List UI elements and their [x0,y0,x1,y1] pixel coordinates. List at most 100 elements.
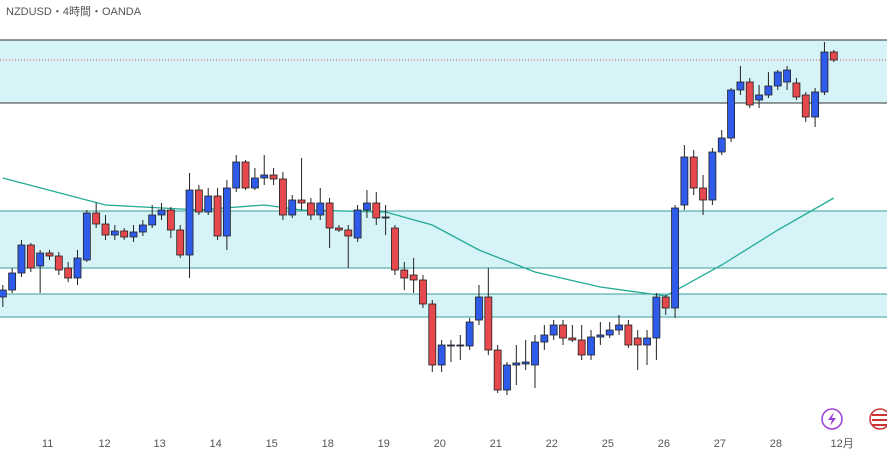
candle-body [456,344,465,347]
candle-body [615,324,623,331]
candle-body [297,199,306,204]
icons [821,408,887,430]
x-tick-label: 22 [546,438,558,450]
candle-body [400,269,409,279]
candle-body [381,216,390,219]
candle-body [101,223,110,236]
x-tick-label: 20 [434,438,446,450]
candle-body [185,189,194,256]
candle-body [689,156,698,189]
candle-body [633,337,642,346]
candle-body [120,230,129,238]
candle-body [129,231,138,238]
candle-body [680,156,689,206]
candle-body [279,178,287,216]
candle-body [577,339,586,356]
candle-body [363,202,371,211]
candle-body [437,344,446,366]
x-tick-label: 18 [322,438,334,450]
candle-body [157,209,166,216]
candle-body [549,324,558,336]
candle-body [764,85,773,96]
candle-body [503,364,511,391]
candle-body [484,296,493,351]
zone [0,40,887,103]
candle-body [811,91,820,118]
x-tick-label: 19 [378,438,390,450]
candle-body [36,252,45,267]
flag-stripe [872,419,887,421]
candle-body [475,296,483,321]
candle-body [269,174,278,180]
candle-body [213,195,222,237]
candle-body [829,51,838,61]
x-tick-label: 25 [602,438,614,450]
candle-body [605,329,614,336]
x-tick-label: 13 [154,438,166,450]
candle-body [699,187,707,201]
candle-body [8,272,17,291]
candle-body [661,296,670,309]
candle-body [820,51,829,93]
candle-body [512,362,521,366]
candle-body [559,324,567,339]
candle-body [745,81,754,106]
candle-body [671,207,679,309]
candle-body [260,174,269,179]
candle-body [26,244,35,269]
candle-body [755,94,763,101]
candle-body [316,202,325,216]
candle-body [409,274,418,281]
candle-body [325,202,334,229]
chart-title: NZDUSD・4時間・OANDA [6,5,142,18]
candle-body [419,279,427,305]
x-tick-label: 21 [490,438,502,450]
zones [0,39,887,318]
candle-body [250,177,259,189]
candle-body [447,344,455,347]
alert-bolt [828,412,836,426]
candle-body [176,229,185,256]
x-tick-label: 12 [98,438,110,450]
candle-body [708,151,717,201]
candle-body [624,324,633,346]
candle-body [531,341,539,366]
candle-body [372,202,381,219]
x-tick-label: 11 [42,438,53,450]
candle-body [521,361,530,365]
x-tick-label: 26 [658,438,670,450]
candle-body [652,296,661,339]
candle-body [138,224,147,233]
x-tick-label: 28 [770,438,782,450]
candle-body [241,161,250,189]
candle-body [92,212,101,225]
x-tick-label: 12月 [831,438,854,450]
candle-body [736,81,745,91]
x-tick-label: 15 [266,438,278,450]
candle-body [540,334,549,343]
candle-body [64,267,73,279]
candle-body [0,289,7,298]
flag-stripe [872,414,887,416]
candle-body [17,244,26,274]
candle-body [45,252,54,257]
candle-body [148,214,157,226]
candle-body [194,189,203,213]
candle-body [783,69,791,83]
zone [0,211,887,268]
candle-body [344,229,353,237]
candle-body [391,227,399,271]
candle-body [717,137,726,153]
candle-body [643,337,651,346]
candle-body [110,230,119,236]
candle-body [773,71,782,87]
candle-body [428,303,437,366]
candle-body [288,199,297,216]
zone [0,294,887,317]
candle-body [54,255,63,271]
candle-body [587,336,595,356]
candle-body [335,227,343,231]
candle-body [596,334,605,338]
candle-body [222,187,231,237]
